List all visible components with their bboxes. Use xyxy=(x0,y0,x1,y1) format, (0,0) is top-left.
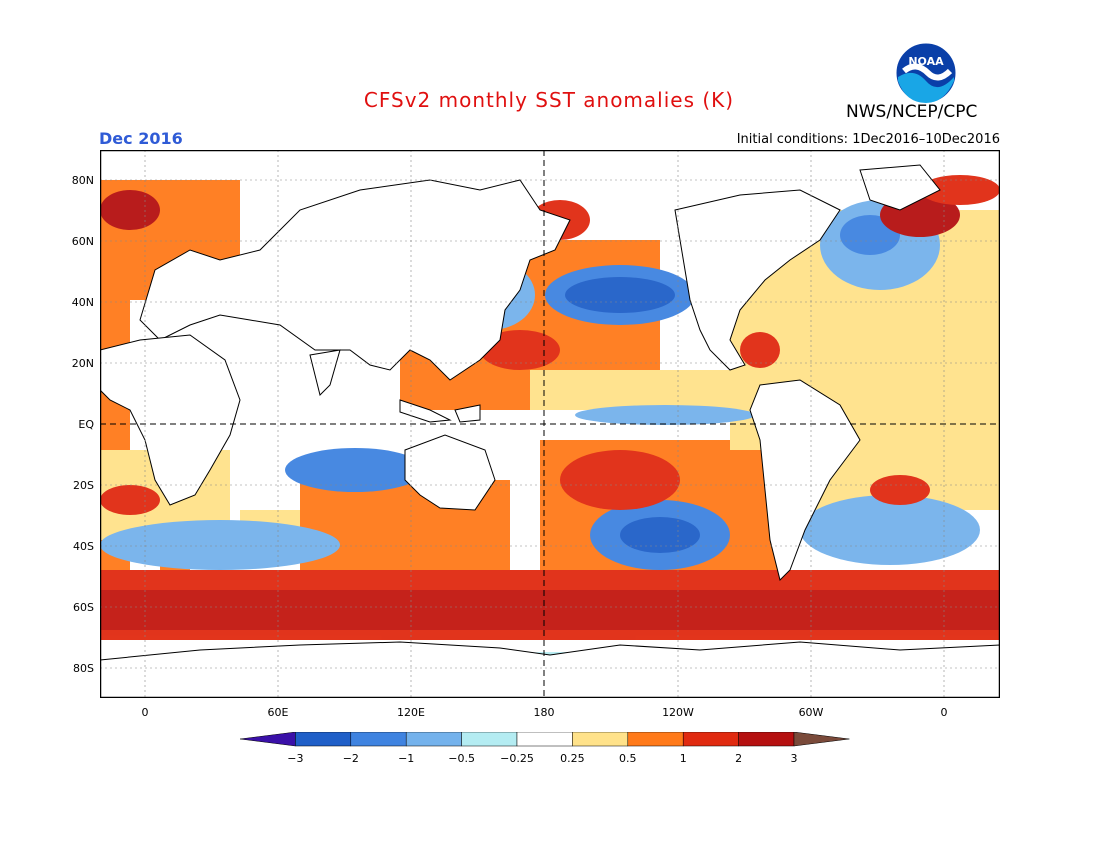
initial-conditions-label: Initial conditions: 1Dec2016–10Dec2016 xyxy=(736,132,1000,147)
legend-swatch xyxy=(516,732,573,747)
legend-swatch xyxy=(461,732,518,747)
map-frame xyxy=(100,150,1000,698)
legend-swatch xyxy=(350,732,407,747)
agency-label: NWS/NCEP/CPC xyxy=(846,102,978,122)
legend-tick-label: −0.5 xyxy=(448,752,475,765)
svg-text:NOAA: NOAA xyxy=(908,55,944,68)
legend-tick-label: −2 xyxy=(343,752,359,765)
lon-label: 60W xyxy=(798,706,824,719)
legend-swatch xyxy=(295,732,352,747)
legend-arrow-low xyxy=(240,732,296,747)
legend-tick-label: 1 xyxy=(680,752,687,765)
legend-tick-label: 2 xyxy=(735,752,742,765)
lon-label: 0 xyxy=(141,706,149,719)
legend-tick-label: −0.25 xyxy=(500,752,534,765)
noaa-logo: NOAA xyxy=(895,42,957,104)
lon-label: 60E xyxy=(267,706,289,719)
lon-label: 120E xyxy=(397,706,425,719)
legend-tick-label: 0.25 xyxy=(560,752,585,765)
graticule xyxy=(100,150,1000,698)
lat-label: 40S xyxy=(73,540,94,553)
color-legend: −3 −2 −1 −0.5 −0.25 0.25 0.5 1 2 3 xyxy=(240,732,850,765)
legend-swatch xyxy=(627,732,684,747)
lat-label: 40N xyxy=(71,296,94,309)
legend-swatch xyxy=(572,732,629,747)
lat-label: 60S xyxy=(73,601,94,614)
lat-label: EQ xyxy=(78,418,94,431)
lat-label: 80S xyxy=(73,662,94,675)
lon-label: 120W xyxy=(662,706,694,719)
map-title: CFSv2 monthly SST anomalies (K) xyxy=(363,88,735,112)
sst-anomaly-map xyxy=(100,150,1000,698)
legend-tick-label: −3 xyxy=(287,752,303,765)
lon-label: 180 xyxy=(533,706,555,719)
anomaly-field xyxy=(100,175,1000,668)
legend-swatch xyxy=(738,732,795,747)
lat-label: 80N xyxy=(71,174,94,187)
legend-tick-label: −1 xyxy=(398,752,414,765)
land-masses xyxy=(100,164,1000,698)
legend-swatch xyxy=(682,732,739,747)
legend-tick-label: 0.5 xyxy=(619,752,637,765)
legend-swatch xyxy=(405,732,462,747)
lat-label: 20N xyxy=(71,357,94,370)
legend-tick-label: 3 xyxy=(791,752,798,765)
lat-label: 20S xyxy=(73,479,94,492)
lon-label: 0 xyxy=(940,706,948,719)
legend-arrow-high xyxy=(793,732,850,747)
lat-label: 60N xyxy=(71,235,94,248)
date-label: Dec 2016 xyxy=(99,129,183,148)
